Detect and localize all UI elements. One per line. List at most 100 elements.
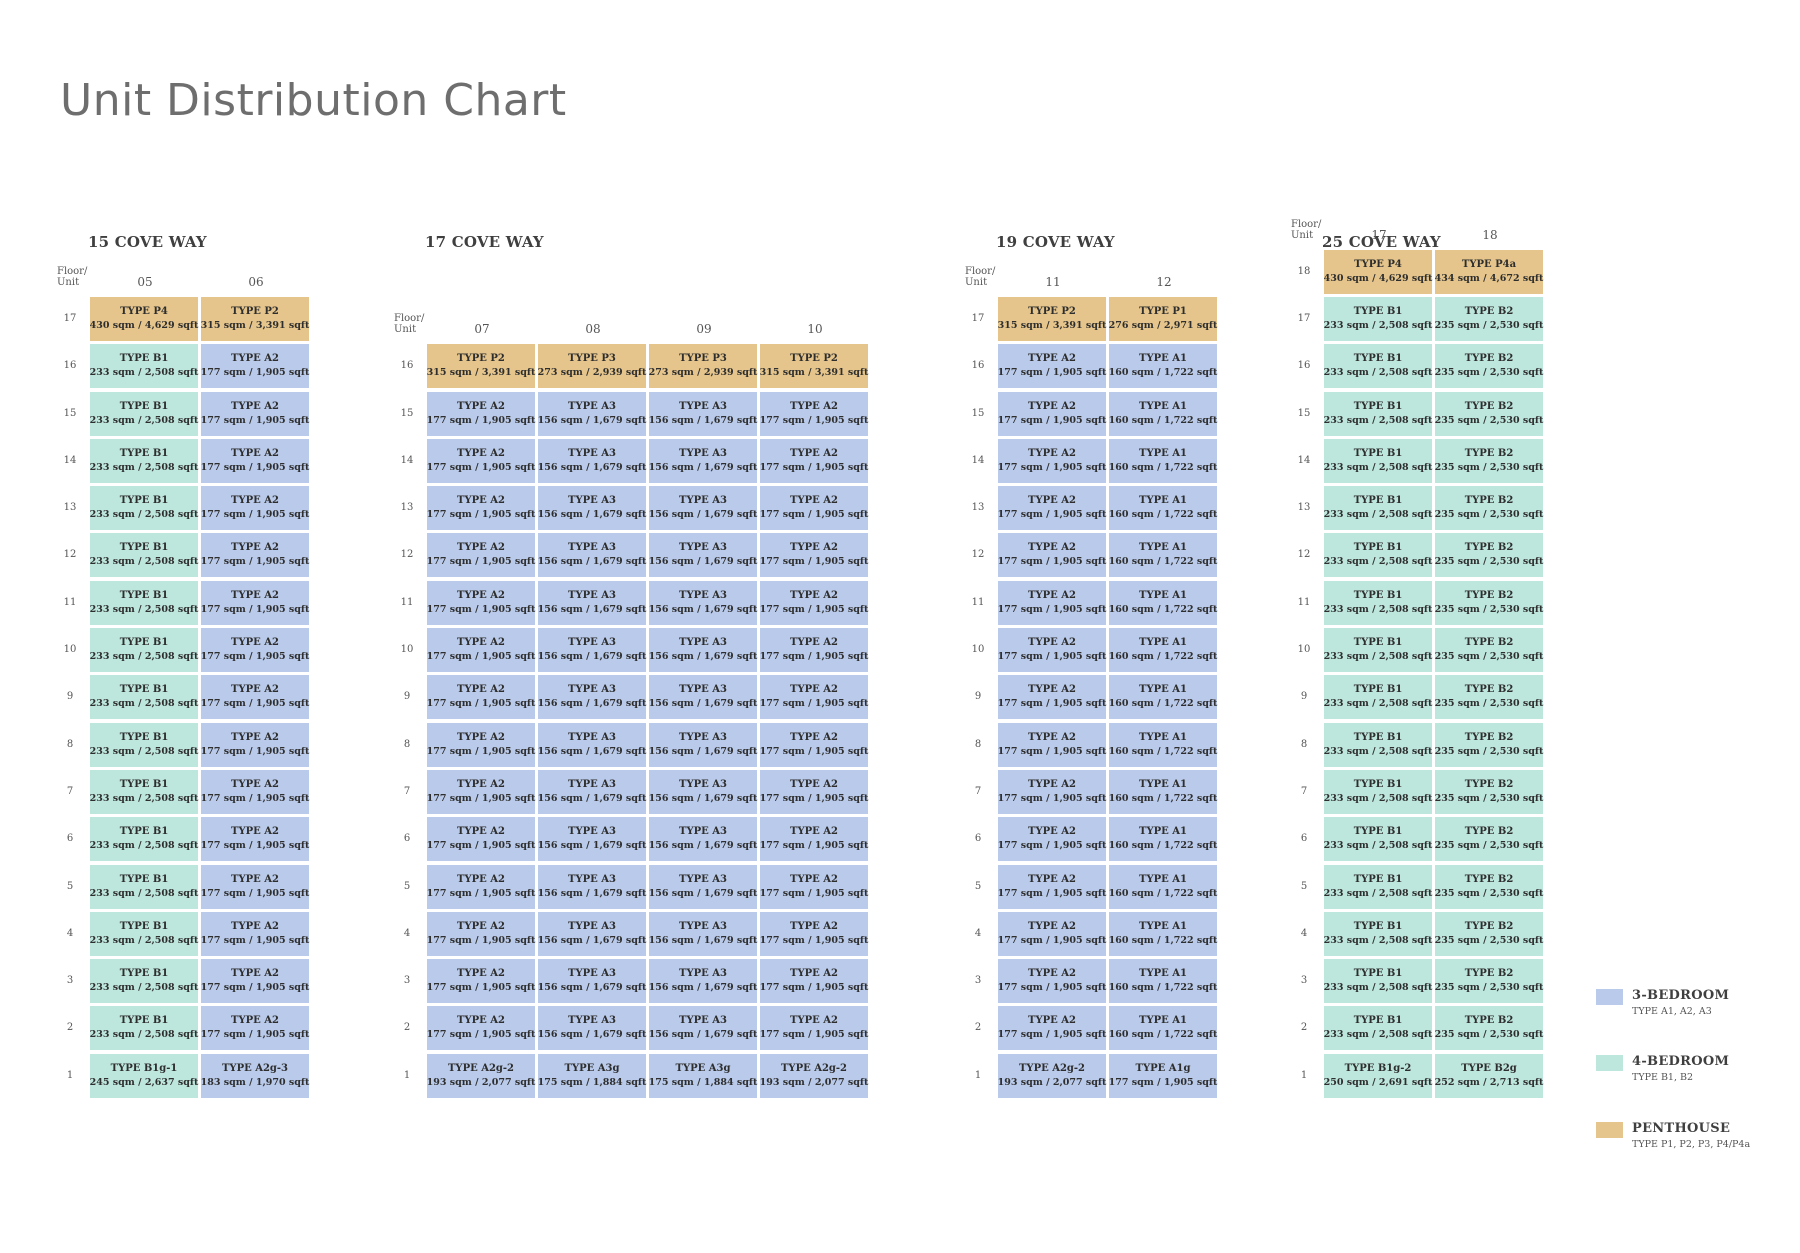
unit-cell[interactable]: TYPE A1 160 sqm / 1,722 sqft xyxy=(1109,911,1217,956)
unit-cell[interactable]: TYPE A2 177 sqm / 1,905 sqft xyxy=(427,722,535,767)
unit-cell[interactable]: TYPE A2 177 sqm / 1,905 sqft xyxy=(201,628,309,672)
unit-cell[interactable]: TYPE A1 160 sqm / 1,722 sqft xyxy=(1109,344,1217,389)
unit-cell[interactable]: TYPE A3g 175 sqm / 1,884 sqft xyxy=(538,1053,646,1098)
unit-cell[interactable]: TYPE A1 160 sqm / 1,722 sqft xyxy=(1109,1006,1217,1051)
unit-cell[interactable]: TYPE A2 177 sqm / 1,905 sqft xyxy=(760,438,868,483)
unit-cell[interactable]: TYPE A2 177 sqm / 1,905 sqft xyxy=(427,486,535,531)
unit-cell[interactable]: TYPE A3 156 sqm / 1,679 sqft xyxy=(538,722,646,767)
unit-cell[interactable]: TYPE B1 233 sqm / 2,508 sqft xyxy=(90,722,198,767)
unit-cell[interactable]: TYPE P4a 434 sqm / 4,672 sqft xyxy=(1435,249,1543,294)
unit-cell[interactable]: TYPE B2 235 sqm / 2,530 sqft xyxy=(1435,296,1543,341)
unit-cell[interactable]: TYPE A2 177 sqm / 1,905 sqft xyxy=(427,533,535,578)
unit-cell[interactable]: TYPE B2 235 sqm / 2,530 sqft xyxy=(1435,486,1543,531)
unit-cell[interactable]: TYPE A2 177 sqm / 1,905 sqft xyxy=(201,580,309,625)
unit-cell[interactable]: TYPE A2 177 sqm / 1,905 sqft xyxy=(760,391,868,436)
unit-cell[interactable]: TYPE A2 177 sqm / 1,905 sqft xyxy=(427,817,535,862)
unit-cell[interactable]: TYPE A2 177 sqm / 1,905 sqft xyxy=(201,911,309,956)
unit-cell[interactable]: TYPE A2 177 sqm / 1,905 sqft xyxy=(201,438,309,483)
unit-cell[interactable]: TYPE A3 156 sqm / 1,679 sqft xyxy=(538,533,646,578)
unit-cell[interactable]: TYPE A3g 175 sqm / 1,884 sqft xyxy=(649,1053,757,1098)
unit-cell[interactable]: TYPE B1 233 sqm / 2,508 sqft xyxy=(1324,1006,1432,1051)
unit-cell[interactable]: TYPE A1 160 sqm / 1,722 sqft xyxy=(1109,722,1217,767)
unit-cell[interactable]: TYPE A2 177 sqm / 1,905 sqft xyxy=(998,769,1106,814)
unit-cell[interactable]: TYPE A2 177 sqm / 1,905 sqft xyxy=(760,722,868,767)
unit-cell[interactable]: TYPE B1 233 sqm / 2,508 sqft xyxy=(1324,959,1432,1004)
unit-cell[interactable]: TYPE B1 233 sqm / 2,508 sqft xyxy=(1324,580,1432,625)
unit-cell[interactable]: TYPE A3 156 sqm / 1,679 sqft xyxy=(538,911,646,956)
unit-cell[interactable]: TYPE A2 177 sqm / 1,905 sqft xyxy=(998,438,1106,483)
unit-cell[interactable]: TYPE B1g-2 250 sqm / 2,691 sqft xyxy=(1324,1053,1432,1098)
unit-cell[interactable]: TYPE A2 177 sqm / 1,905 sqft xyxy=(427,675,535,720)
unit-cell[interactable]: TYPE A3 156 sqm / 1,679 sqft xyxy=(538,769,646,814)
unit-cell[interactable]: TYPE B2 235 sqm / 2,530 sqft xyxy=(1435,438,1543,483)
unit-cell[interactable]: TYPE A1 160 sqm / 1,722 sqft xyxy=(1109,864,1217,909)
unit-cell[interactable]: TYPE B1 233 sqm / 2,508 sqft xyxy=(90,769,198,814)
unit-cell[interactable]: TYPE A3 156 sqm / 1,679 sqft xyxy=(649,1006,757,1051)
unit-cell[interactable]: TYPE A2 177 sqm / 1,905 sqft xyxy=(427,864,535,909)
unit-cell[interactable]: TYPE A1 160 sqm / 1,722 sqft xyxy=(1109,675,1217,720)
unit-cell[interactable]: TYPE A2 177 sqm / 1,905 sqft xyxy=(201,769,309,814)
unit-cell[interactable]: TYPE B1 233 sqm / 2,508 sqft xyxy=(1324,486,1432,531)
unit-cell[interactable]: TYPE B2 235 sqm / 2,530 sqft xyxy=(1435,722,1543,767)
unit-cell[interactable]: TYPE A3 156 sqm / 1,679 sqft xyxy=(538,1006,646,1051)
unit-cell[interactable]: TYPE A2 177 sqm / 1,905 sqft xyxy=(998,864,1106,909)
unit-cell[interactable]: TYPE B1 233 sqm / 2,508 sqft xyxy=(90,344,198,389)
unit-cell[interactable]: TYPE A2 177 sqm / 1,905 sqft xyxy=(201,864,309,909)
unit-cell[interactable]: TYPE B2 235 sqm / 2,530 sqft xyxy=(1435,1006,1543,1051)
unit-cell[interactable]: TYPE B1 233 sqm / 2,508 sqft xyxy=(90,628,198,672)
unit-cell[interactable]: TYPE A2 177 sqm / 1,905 sqft xyxy=(998,580,1106,625)
unit-cell[interactable]: TYPE B1 233 sqm / 2,508 sqft xyxy=(90,959,198,1004)
unit-cell[interactable]: TYPE B2 235 sqm / 2,530 sqft xyxy=(1435,580,1543,625)
unit-cell[interactable]: TYPE A3 156 sqm / 1,679 sqft xyxy=(649,911,757,956)
unit-cell[interactable]: TYPE A2 177 sqm / 1,905 sqft xyxy=(998,486,1106,531)
unit-cell[interactable]: TYPE A2 177 sqm / 1,905 sqft xyxy=(998,533,1106,578)
unit-cell[interactable]: TYPE A3 156 sqm / 1,679 sqft xyxy=(649,959,757,1004)
unit-cell[interactable]: TYPE B1 233 sqm / 2,508 sqft xyxy=(90,486,198,531)
unit-cell[interactable]: TYPE B2 235 sqm / 2,530 sqft xyxy=(1435,675,1543,720)
unit-cell[interactable]: TYPE P3 273 sqm / 2,939 sqft xyxy=(649,344,757,389)
unit-cell[interactable]: TYPE A2 177 sqm / 1,905 sqft xyxy=(760,580,868,625)
unit-cell[interactable]: TYPE A2 177 sqm / 1,905 sqft xyxy=(427,628,535,672)
unit-cell[interactable]: TYPE B1 233 sqm / 2,508 sqft xyxy=(90,911,198,956)
unit-cell[interactable]: TYPE B1 233 sqm / 2,508 sqft xyxy=(90,675,198,720)
unit-cell[interactable]: TYPE B1 233 sqm / 2,508 sqft xyxy=(1324,817,1432,862)
unit-cell[interactable]: TYPE A2 177 sqm / 1,905 sqft xyxy=(427,580,535,625)
unit-cell[interactable]: TYPE A3 156 sqm / 1,679 sqft xyxy=(538,391,646,436)
unit-cell[interactable]: TYPE B2 235 sqm / 2,530 sqft xyxy=(1435,911,1543,956)
unit-cell[interactable]: TYPE A1g 177 sqm / 1,905 sqft xyxy=(1109,1053,1217,1098)
unit-cell[interactable]: TYPE A2 177 sqm / 1,905 sqft xyxy=(201,533,309,578)
unit-cell[interactable]: TYPE B1 233 sqm / 2,508 sqft xyxy=(1324,391,1432,436)
unit-cell[interactable]: TYPE A2 177 sqm / 1,905 sqft xyxy=(998,675,1106,720)
unit-cell[interactable]: TYPE B2 235 sqm / 2,530 sqft xyxy=(1435,817,1543,862)
unit-cell[interactable]: TYPE A3 156 sqm / 1,679 sqft xyxy=(649,769,757,814)
unit-cell[interactable]: TYPE A3 156 sqm / 1,679 sqft xyxy=(538,438,646,483)
unit-cell[interactable]: TYPE A2 177 sqm / 1,905 sqft xyxy=(760,769,868,814)
unit-cell[interactable]: TYPE A1 160 sqm / 1,722 sqft xyxy=(1109,391,1217,436)
unit-cell[interactable]: TYPE A3 156 sqm / 1,679 sqft xyxy=(649,864,757,909)
unit-cell[interactable]: TYPE A2 177 sqm / 1,905 sqft xyxy=(427,769,535,814)
unit-cell[interactable]: TYPE B1 233 sqm / 2,508 sqft xyxy=(90,533,198,578)
unit-cell[interactable]: TYPE B2 235 sqm / 2,530 sqft xyxy=(1435,628,1543,672)
unit-cell[interactable]: TYPE A3 156 sqm / 1,679 sqft xyxy=(649,391,757,436)
unit-cell[interactable]: TYPE A2g-2 193 sqm / 2,077 sqft xyxy=(760,1053,868,1098)
unit-cell[interactable]: TYPE A2 177 sqm / 1,905 sqft xyxy=(201,817,309,862)
unit-cell[interactable]: TYPE A2 177 sqm / 1,905 sqft xyxy=(760,1006,868,1051)
unit-cell[interactable]: TYPE A3 156 sqm / 1,679 sqft xyxy=(649,580,757,625)
unit-cell[interactable]: TYPE A2 177 sqm / 1,905 sqft xyxy=(998,344,1106,389)
unit-cell[interactable]: TYPE B2 235 sqm / 2,530 sqft xyxy=(1435,533,1543,578)
unit-cell[interactable]: TYPE B1 233 sqm / 2,508 sqft xyxy=(1324,769,1432,814)
unit-cell[interactable]: TYPE A2 177 sqm / 1,905 sqft xyxy=(998,959,1106,1004)
unit-cell[interactable]: TYPE B1 233 sqm / 2,508 sqft xyxy=(90,580,198,625)
unit-cell[interactable]: TYPE P2 315 sqm / 3,391 sqft xyxy=(201,296,309,341)
unit-cell[interactable]: TYPE A2 177 sqm / 1,905 sqft xyxy=(201,959,309,1004)
unit-cell[interactable]: TYPE A2 177 sqm / 1,905 sqft xyxy=(201,344,309,389)
unit-cell[interactable]: TYPE B2 235 sqm / 2,530 sqft xyxy=(1435,959,1543,1004)
unit-cell[interactable]: TYPE B1 233 sqm / 2,508 sqft xyxy=(90,864,198,909)
unit-cell[interactable]: TYPE B1 233 sqm / 2,508 sqft xyxy=(1324,911,1432,956)
unit-cell[interactable]: TYPE A2 177 sqm / 1,905 sqft xyxy=(760,628,868,672)
unit-cell[interactable]: TYPE A3 156 sqm / 1,679 sqft xyxy=(649,533,757,578)
unit-cell[interactable]: TYPE A2 177 sqm / 1,905 sqft xyxy=(760,864,868,909)
unit-cell[interactable]: TYPE A3 156 sqm / 1,679 sqft xyxy=(538,959,646,1004)
unit-cell[interactable]: TYPE A2 177 sqm / 1,905 sqft xyxy=(427,438,535,483)
unit-cell[interactable]: TYPE A1 160 sqm / 1,722 sqft xyxy=(1109,533,1217,578)
